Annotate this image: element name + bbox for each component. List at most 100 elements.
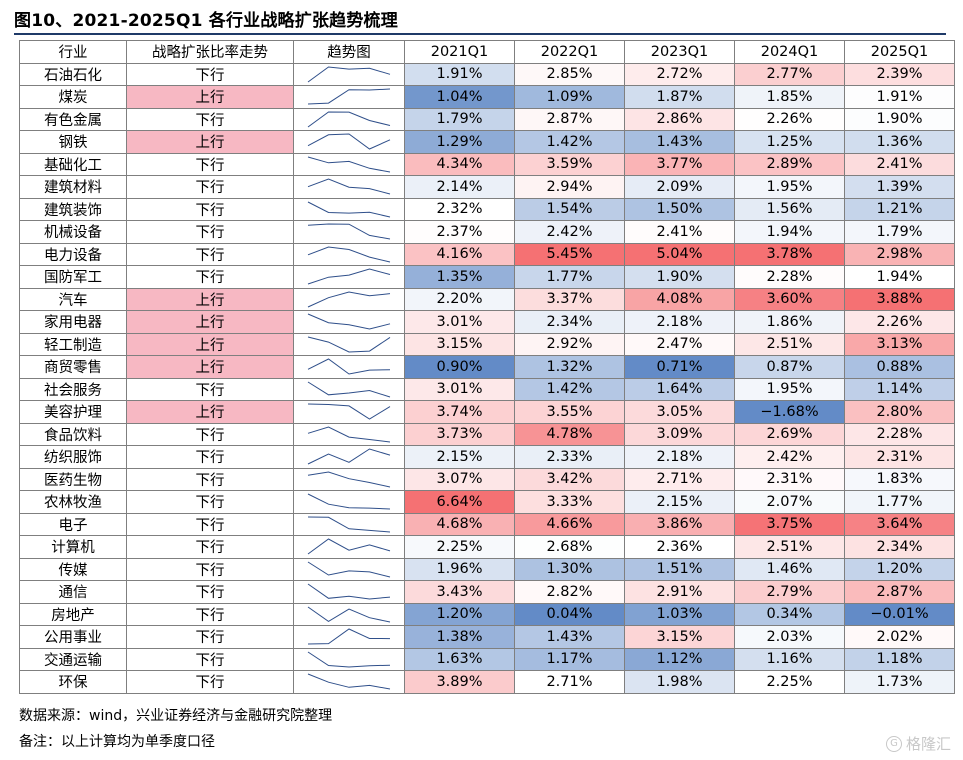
sparkline-cell — [293, 602, 405, 626]
value-cell-2023q1: 1.43% — [624, 130, 735, 154]
industry-cell: 家用电器 — [19, 310, 127, 334]
industry-cell: 农林牧渔 — [19, 490, 127, 514]
trend-direction-cell: 下行 — [126, 242, 294, 266]
sparkline-chart — [307, 88, 391, 105]
sparkline-cell — [293, 535, 405, 559]
value-cell-2023q1: 3.86% — [624, 512, 735, 536]
sparkline-line — [307, 448, 391, 465]
value-cell-2023q1: 2.41% — [624, 220, 735, 244]
value-cell-2024q1: 1.85% — [734, 85, 845, 109]
trend-direction-cell: 上行 — [126, 85, 294, 109]
trend-direction-cell: 上行 — [126, 130, 294, 154]
sparkline-line — [307, 493, 391, 510]
value-cell-2021q1: 4.16% — [404, 242, 515, 266]
value-cell-2022q1: 3.55% — [514, 400, 625, 424]
value-cell-2021q1: 3.07% — [404, 467, 515, 491]
sparkline-cell — [293, 332, 405, 356]
value-cell-2025q1: 2.28% — [844, 422, 955, 446]
value-cell-2025q1: 1.18% — [844, 647, 955, 671]
sparkline-cell — [293, 85, 405, 109]
value-cell-2025q1: 0.88% — [844, 355, 955, 379]
sparkline-chart — [307, 381, 391, 398]
industry-cell: 建筑材料 — [19, 175, 127, 199]
value-cell-2022q1: 2.85% — [514, 62, 625, 86]
sparkline-chart — [307, 493, 391, 510]
trend-direction-cell: 下行 — [126, 197, 294, 221]
value-cell-2024q1: 0.34% — [734, 602, 845, 626]
value-cell-2023q1: 2.09% — [624, 175, 735, 199]
table-row: 基础化工 下行 4.34% 3.59% 3.77% 2.89% 2.41% — [19, 152, 955, 176]
value-cell-2023q1: 2.18% — [624, 310, 735, 334]
figure-title: 图10、2021-2025Q1 各行业战略扩张趋势梳理 — [14, 11, 398, 31]
value-cell-2024q1: 2.28% — [734, 265, 845, 289]
value-cell-2021q1: 3.73% — [404, 422, 515, 446]
sparkline-chart — [307, 268, 391, 285]
industry-cell: 交通运输 — [19, 647, 127, 671]
value-cell-2024q1: 1.56% — [734, 197, 845, 221]
value-cell-2021q1: 3.43% — [404, 580, 515, 604]
value-cell-2025q1: 3.88% — [844, 287, 955, 311]
sparkline-chart — [307, 583, 391, 600]
value-cell-2021q1: 1.79% — [404, 107, 515, 131]
sparkline-cell — [293, 400, 405, 424]
value-cell-2023q1: 5.04% — [624, 242, 735, 266]
trend-direction-cell: 下行 — [126, 265, 294, 289]
watermark: G 格隆汇 — [885, 733, 951, 754]
value-cell-2022q1: 1.42% — [514, 130, 625, 154]
sparkline-line — [307, 88, 391, 105]
value-cell-2025q1: 1.91% — [844, 85, 955, 109]
sparkline-line — [307, 471, 391, 488]
value-cell-2025q1: 2.02% — [844, 625, 955, 649]
sparkline-chart — [307, 246, 391, 263]
value-cell-2021q1: 2.14% — [404, 175, 515, 199]
value-cell-2021q1: 2.37% — [404, 220, 515, 244]
source-note: 数据来源：wind，兴业证券经济与金融研究院整理 — [19, 708, 333, 724]
sparkline-line — [307, 223, 391, 240]
value-cell-2023q1: 1.12% — [624, 647, 735, 671]
sparkline-chart — [307, 426, 391, 443]
value-cell-2023q1: 2.36% — [624, 535, 735, 559]
trend-direction-cell: 上行 — [126, 400, 294, 424]
header-year-2021q1: 2021Q1 — [404, 40, 515, 64]
value-cell-2025q1: 2.87% — [844, 580, 955, 604]
industry-cell: 有色金属 — [19, 107, 127, 131]
sparkline-cell — [293, 355, 405, 379]
trend-direction-cell: 下行 — [126, 490, 294, 514]
sparkline-chart — [307, 606, 391, 623]
value-cell-2023q1: 2.91% — [624, 580, 735, 604]
industry-cell: 基础化工 — [19, 152, 127, 176]
value-cell-2024q1: 0.87% — [734, 355, 845, 379]
sparkline-line — [307, 538, 391, 555]
value-cell-2022q1: 1.09% — [514, 85, 625, 109]
sparkline-cell — [293, 62, 405, 86]
industry-cell: 计算机 — [19, 535, 127, 559]
sparkline-cell — [293, 107, 405, 131]
table-row: 轻工制造 上行 3.15% 2.92% 2.47% 2.51% 3.13% — [19, 332, 955, 356]
sparkline-cell — [293, 242, 405, 266]
table-row: 交通运输 下行 1.63% 1.17% 1.12% 1.16% 1.18% — [19, 647, 955, 671]
value-cell-2025q1: 2.39% — [844, 62, 955, 86]
watermark-logo-icon: G — [885, 735, 902, 752]
value-cell-2023q1: 2.86% — [624, 107, 735, 131]
sparkline-cell — [293, 647, 405, 671]
table-row: 电力设备 下行 4.16% 5.45% 5.04% 3.78% 2.98% — [19, 242, 955, 266]
value-cell-2021q1: 3.74% — [404, 400, 515, 424]
table-row: 社会服务 下行 3.01% 1.42% 1.64% 1.95% 1.14% — [19, 377, 955, 401]
table-row: 家用电器 上行 3.01% 2.34% 2.18% 1.86% 2.26% — [19, 310, 955, 334]
header-year-2023q1: 2023Q1 — [624, 40, 735, 64]
value-cell-2022q1: 5.45% — [514, 242, 625, 266]
value-cell-2025q1: −0.01% — [844, 602, 955, 626]
industry-cell: 建筑装饰 — [19, 197, 127, 221]
industry-cell: 纺织服饰 — [19, 445, 127, 469]
value-cell-2025q1: 2.34% — [844, 535, 955, 559]
table-row: 石油石化 下行 1.91% 2.85% 2.72% 2.77% 2.39% — [19, 62, 955, 86]
value-cell-2024q1: 3.78% — [734, 242, 845, 266]
sparkline-line — [307, 201, 391, 218]
value-cell-2024q1: 2.25% — [734, 670, 845, 694]
trend-direction-cell: 上行 — [126, 287, 294, 311]
value-cell-2023q1: 2.15% — [624, 490, 735, 514]
value-cell-2024q1: 3.75% — [734, 512, 845, 536]
sparkline-chart — [307, 403, 391, 420]
value-cell-2023q1: 1.98% — [624, 670, 735, 694]
header-industry: 行业 — [19, 40, 127, 64]
